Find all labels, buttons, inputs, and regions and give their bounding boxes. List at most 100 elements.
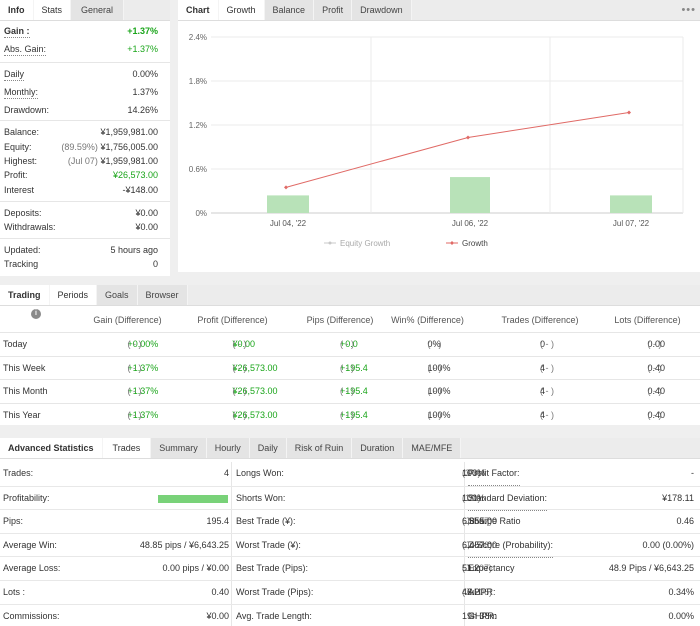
advanced-stats-panel: Advanced Statistics Trades Summary Hourl… <box>0 438 700 626</box>
adv-value: - <box>691 468 694 478</box>
tab-goals[interactable]: Goals <box>97 285 138 305</box>
tab-duration[interactable]: Duration <box>352 438 404 458</box>
advanced-stats-row: Commissions: ¥0.00 Avg. Trade Length: 19h … <box>0 603 700 626</box>
tab-profit[interactable]: Profit <box>314 0 353 20</box>
tab-drawdown[interactable]: Drawdown <box>352 0 412 20</box>
periods-header: i Gain (Difference) Profit (Difference) … <box>0 309 700 332</box>
adv-label: Lots : <box>3 587 26 597</box>
tab-hourly[interactable]: Hourly <box>206 438 250 458</box>
period-row: This Year +1.37% ( - ) ¥26,573.00 ( - ) +19… <box>0 402 700 426</box>
deposits-row: Deposits: ¥0.00 <box>4 206 158 220</box>
equity-percent: (89.59%) <box>61 142 98 152</box>
growth-line <box>285 112 630 188</box>
tab-summary[interactable]: Summary <box>151 438 207 458</box>
tab-periods[interactable]: Periods <box>49 285 98 305</box>
adv-label: Average Loss: <box>3 563 61 574</box>
header-lots: Lots (Difference) <box>614 315 681 325</box>
period-name: This Week <box>3 362 46 373</box>
legend-growth: Growth <box>462 239 488 248</box>
advanced-stats-row: Average Loss: 0.00 pips / ¥0.00 Best Trade… <box>0 556 700 582</box>
monthly-value: 1.37% <box>132 87 158 97</box>
header-pips: Pips (Difference) <box>306 315 374 325</box>
adv-label: Profit Factor: <box>468 462 520 486</box>
highest-date: (Jul 07) <box>67 156 98 166</box>
divider <box>0 201 170 202</box>
withdrawals-value: ¥0.00 <box>135 222 158 232</box>
growth-chart: 0% 0.6% 1.2% 1.8% 2.4% Jul 04, '22 Jul 06, '22… <box>189 33 684 248</box>
gain-row: Gain : +1.37% <box>4 24 158 38</box>
chart-panel: Chart Growth Balance Profit Drawdown •••… <box>178 0 700 272</box>
tab-advanced-statistics[interactable]: Advanced Statistics <box>0 438 103 458</box>
header-gain: Gain (Difference) <box>93 315 162 325</box>
equity-growth-bar <box>610 195 652 213</box>
adv-label: Sharpe Ratio <box>468 510 521 535</box>
balance-row: Balance: ¥1,959,981.00 <box>4 125 158 139</box>
abs-gain-row: Abs. Gain: +1.37% <box>4 42 158 56</box>
tab-mae-mfe[interactable]: MAE/MFE <box>403 438 462 458</box>
advanced-stats-row: Trades: 4 Longs Won: (3/3) 100% Profit Facto… <box>0 462 700 486</box>
adv-label: GHPR: <box>468 605 497 626</box>
tab-stats[interactable]: Stats <box>33 0 72 20</box>
interest-label: Interest <box>4 185 35 195</box>
tab-balance[interactable]: Balance <box>264 0 315 20</box>
highest-row: Highest: (Jul 07) ¥1,959,981.00 <box>4 154 158 168</box>
header-trades: Trades (Difference) <box>501 315 579 325</box>
deposits-value: ¥0.00 <box>135 208 158 218</box>
adv-label: Best Trade (¥): <box>236 516 296 527</box>
interest-row: Interest -¥148.00 <box>4 183 158 197</box>
monthly-label: Monthly: <box>4 87 39 99</box>
column-divider <box>464 462 465 626</box>
tab-info[interactable]: Info <box>0 0 34 20</box>
tab-chart[interactable]: Chart <box>178 0 219 20</box>
deposits-label: Deposits: <box>4 208 42 218</box>
monthly-row: Monthly: 1.37% <box>4 85 158 99</box>
tab-browser[interactable]: Browser <box>137 285 188 305</box>
tab-trades[interactable]: Trades <box>102 438 152 458</box>
x-tick-label: Jul 04, '22 <box>270 219 307 228</box>
adv-label: Average Win: <box>3 539 57 550</box>
x-tick-label: Jul 07, '22 <box>613 219 650 228</box>
adv-label: Trades: <box>3 468 34 478</box>
adv-value: 0.00 (0.00%) <box>642 539 694 550</box>
growth-point <box>627 110 631 115</box>
more-options-icon[interactable]: ••• <box>681 4 696 16</box>
adv-label: Expectancy <box>468 557 515 582</box>
tab-risk-of-ruin[interactable]: Risk of Ruin <box>286 438 353 458</box>
tab-general[interactable]: General <box>71 0 125 20</box>
gain-label: Gain : <box>4 26 30 38</box>
stats-panel: Info Stats General Gain : +1.37% Abs. Ga… <box>0 0 170 276</box>
tab-trading[interactable]: Trading <box>0 285 50 305</box>
highest-value: ¥1,959,981.00 <box>100 156 158 166</box>
period-row: This Month +1.37% ( - ) ¥26,573.00 ( - ) +1… <box>0 379 700 402</box>
abs-gain-label: Abs. Gain: <box>4 44 47 56</box>
y-tick-label: 1.2% <box>189 121 207 130</box>
profit-row: Profit: ¥26,573.00 <box>4 168 158 182</box>
adv-value: 0.00 pips / ¥0.00 <box>162 563 229 574</box>
equity-label: Equity: <box>4 142 32 152</box>
adv-label: Worst Trade (¥): <box>236 539 301 550</box>
advanced-tabs: Advanced Statistics Trades Summary Hourl… <box>0 438 700 459</box>
adv-value: 0.40 <box>211 587 229 597</box>
advanced-stats-row: Pips: 195.4 Best Trade (¥): (Jul 07) 6,855.… <box>0 509 700 535</box>
drawdown-label: Drawdown: <box>4 105 50 115</box>
adv-label: Commissions: <box>3 610 60 621</box>
tracking-label: Tracking <box>4 259 39 269</box>
adv-label: Best Trade (Pips): <box>236 563 309 574</box>
tab-daily[interactable]: Daily <box>249 438 287 458</box>
adv-label: Worst Trade (Pips): <box>236 587 314 597</box>
advanced-stats-row: Profitability: Shorts Won: (1/1) 100% Stand… <box>0 485 700 511</box>
period-tabs: Trading Periods Goals Browser <box>0 285 700 306</box>
adv-value: 0.34% <box>668 587 694 597</box>
adv-label: Profitability: <box>3 492 50 503</box>
divider <box>0 120 170 121</box>
highest-label: Highest: <box>4 156 38 166</box>
equity-value: ¥1,756,005.00 <box>100 142 158 152</box>
adv-value: 4 <box>223 468 229 478</box>
tab-growth[interactable]: Growth <box>218 0 265 20</box>
adv-value: 48.85 pips / ¥6,643.25 <box>139 539 229 550</box>
adv-value: ¥178.11 <box>662 492 694 503</box>
growth-point <box>284 185 288 190</box>
adv-label: Standard Deviation: <box>468 487 548 511</box>
x-tick-label: Jul 06, '22 <box>452 219 489 228</box>
advanced-stats-row: Lots :0.40 Worst Trade (Pips): (Jul 06) 46… <box>0 580 700 605</box>
